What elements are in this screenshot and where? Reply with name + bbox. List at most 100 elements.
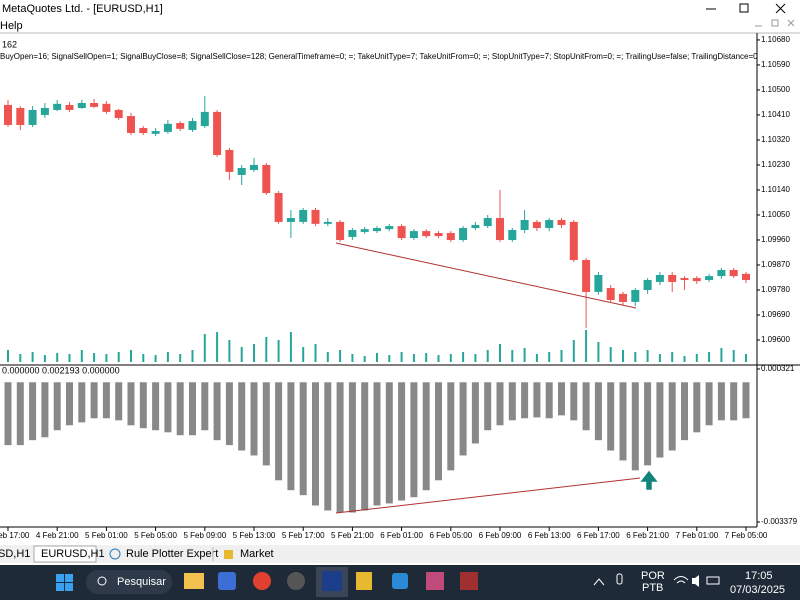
volume-bar: [19, 354, 22, 362]
histogram-bar: [496, 382, 504, 426]
logo-part: [65, 583, 73, 591]
tab[interactable]: SD,H1: [0, 548, 30, 560]
histogram-bar: [189, 382, 196, 436]
restore[interactable]: [739, 3, 749, 13]
logo-part: [56, 574, 64, 582]
menu-item[interactable]: Help: [0, 20, 23, 32]
tab[interactable]: EURUSD,H1: [41, 548, 105, 560]
window-title: MetaQuotes Ltd. - [EURUSD,H1]: [2, 3, 163, 15]
histogram-bar: [164, 382, 172, 433]
histogram-bar: [90, 382, 98, 419]
volume-icon[interactable]: [692, 575, 699, 587]
x-tick-label: 5 Feb 05:00: [134, 531, 177, 540]
volume-bar: [462, 352, 465, 362]
app-icon[interactable]: [426, 572, 444, 590]
app-icon[interactable]: [253, 572, 271, 590]
app-icon[interactable]: [218, 572, 236, 590]
battery-icon[interactable]: [706, 576, 720, 585]
clock-date[interactable]: 07/03/2025: [730, 584, 785, 596]
volume-bar: [351, 354, 354, 362]
histogram-bar: [201, 382, 209, 431]
app-icon[interactable]: [184, 573, 204, 589]
volume-bar: [216, 332, 219, 362]
volume-bar: [523, 348, 526, 362]
active-tab[interactable]: [33, 545, 97, 563]
trendline[interactable]: [335, 477, 641, 514]
histogram-bar: [299, 382, 307, 496]
search-box[interactable]: [86, 570, 172, 594]
close[interactable]: [775, 3, 786, 14]
candle-body: [200, 111, 209, 127]
candle-body: [213, 111, 222, 155]
volume-bar: [166, 352, 169, 362]
window-controls[interactable]: [706, 3, 786, 14]
trendline[interactable]: [335, 242, 637, 309]
candle-body: [225, 149, 234, 172]
volume-bar: [203, 334, 206, 362]
y-tick-label: 1.09690: [761, 310, 790, 319]
keyboard-layout[interactable]: PTB: [642, 582, 663, 594]
candle-body: [680, 278, 689, 280]
indicator-header: 0.000000 0.002193 0.000000: [2, 365, 120, 375]
app-icon[interactable]: [392, 573, 408, 589]
histogram-bar: [717, 382, 725, 421]
app-icon[interactable]: [356, 572, 372, 590]
candle-body: [385, 226, 394, 230]
tab[interactable]: Rule Plotter Expert: [126, 548, 218, 560]
volume-bar: [622, 350, 624, 362]
histogram-bar: [250, 382, 258, 456]
taskbar: Pesquisar POR PTB 17:05 07/03/2025: [0, 565, 800, 600]
histogram-bar: [435, 382, 442, 481]
child-controls[interactable]: [755, 19, 795, 27]
tray-chevron[interactable]: [593, 578, 605, 586]
histogram-bar: [484, 382, 492, 431]
candle-body: [496, 218, 504, 240]
candle-body: [508, 229, 517, 240]
app-icon[interactable]: [460, 572, 478, 590]
clock-time[interactable]: 17:05: [745, 570, 773, 582]
y-tick-label: 0.000321: [761, 364, 795, 373]
y-tick-label: 1.10140: [761, 185, 790, 194]
y-tick-label: 1.10230: [761, 160, 790, 169]
candle-body: [262, 164, 271, 194]
histogram-bar: [275, 382, 283, 481]
volume-bar: [130, 350, 132, 362]
search-label[interactable]: Pesquisar: [117, 576, 166, 588]
language[interactable]: POR: [641, 570, 665, 582]
volume-bar: [253, 344, 255, 362]
histogram-bar: [66, 382, 73, 426]
volume-bar: [265, 337, 268, 362]
candle-body: [28, 109, 37, 125]
candle-body: [594, 274, 603, 292]
histogram-bar: [139, 382, 147, 429]
candle-body: [397, 226, 406, 239]
volume-bar: [646, 350, 649, 362]
child-restore[interactable]: [771, 19, 779, 27]
mic-icon[interactable]: [616, 573, 623, 585]
logo-part: [65, 574, 73, 582]
volume-bar: [56, 353, 59, 362]
candle-body: [373, 228, 381, 232]
wifi-icon[interactable]: [673, 576, 689, 584]
candle-body: [53, 103, 62, 110]
candle-body: [557, 219, 566, 225]
histogram-bar: [336, 382, 344, 513]
volume-bar: [240, 347, 243, 362]
x-tick-label: 4 Feb 17:00: [0, 531, 30, 540]
candle-body: [4, 104, 12, 125]
start-button[interactable]: [56, 574, 73, 591]
candle-body: [409, 231, 418, 239]
histogram-bar: [607, 382, 615, 451]
child-close[interactable]: [787, 19, 795, 27]
histogram-bar: [385, 382, 393, 504]
candle-body: [729, 269, 738, 277]
histogram-bar: [705, 382, 713, 426]
volume-bar: [732, 350, 735, 362]
candle-body: [65, 104, 74, 110]
candle-body: [77, 103, 86, 109]
app-icon[interactable]: [287, 572, 305, 590]
histogram-bar: [619, 382, 627, 461]
candle-body: [102, 103, 111, 112]
app-icon[interactable]: [322, 571, 342, 591]
tab[interactable]: Market: [240, 548, 274, 560]
